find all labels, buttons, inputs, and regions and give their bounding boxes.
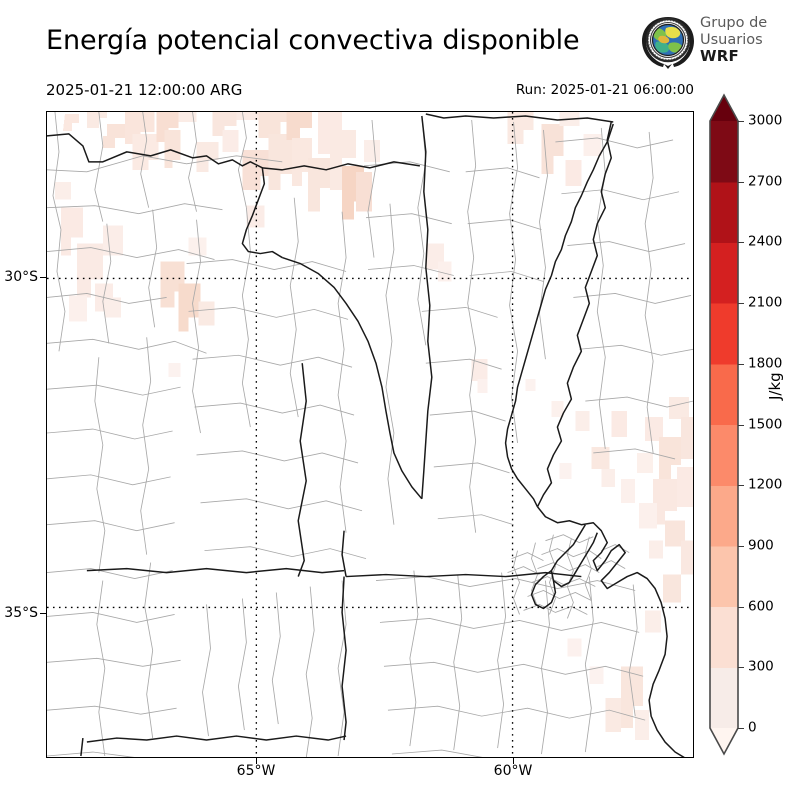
colorbar-tick-mark [738, 181, 744, 183]
colorbar-tick-mark [738, 121, 744, 122]
colorbar-band [710, 545, 738, 608]
lat-tick-35s [40, 613, 46, 614]
colorbar-extend-bottom [710, 728, 738, 754]
colorbar-tick-mark [738, 545, 744, 547]
lon-tick-65w [256, 758, 257, 764]
colorbar-tick-label: 1800 [748, 355, 783, 372]
colorbar-tick-label: 1500 [748, 415, 783, 432]
colorbar-tick-label: 900 [748, 537, 774, 554]
lon-label-65w: 65°W [236, 763, 276, 779]
colorbar-band [710, 667, 738, 729]
lat-label-30s: 30°S [4, 269, 38, 285]
colorbar-tick-mark [738, 728, 744, 729]
cape-map-canvas [47, 112, 693, 757]
colorbar-tick-label: 0 [748, 719, 757, 736]
run-time-label: Run: 2025-01-21 06:00:00 [515, 82, 694, 98]
lat-label-35s: 35°S [4, 605, 38, 621]
colorbar-band [710, 242, 738, 304]
colorbar[interactable] [709, 93, 739, 758]
lon-tick-60w [513, 758, 514, 764]
colorbar-tick-mark [738, 606, 744, 608]
colorbar-tick-label: 300 [748, 658, 774, 675]
colorbar-unit-label: J/kg [766, 372, 784, 400]
logo-text-block: Grupo de Usuarios WRF [700, 15, 792, 69]
colorbar-tick-mark [738, 242, 744, 244]
lat-tick-30s [40, 277, 46, 278]
colorbar-band [710, 121, 738, 183]
country-borders-layer [47, 113, 685, 757]
colorbar-tick-label: 2100 [748, 294, 783, 311]
colorbar-tick-label: 2400 [748, 233, 783, 250]
colorbar-band [710, 363, 738, 426]
logo-line-2: Usuarios [700, 31, 763, 48]
colorbar-tick-label: 2700 [748, 172, 783, 189]
colorbar-tick-mark [738, 485, 744, 487]
logo-line-3: WRF [700, 47, 739, 65]
colorbar-tick-mark [738, 424, 744, 426]
colorbar-svg [709, 93, 739, 756]
cape-field-layer [54, 112, 693, 741]
colorbar-tick-mark [738, 303, 744, 305]
colorbar-tick-mark [738, 667, 744, 669]
colorbar-tick-label: 3000 [748, 112, 783, 129]
colorbar-tick-mark [738, 363, 744, 365]
colorbar-band [710, 303, 738, 365]
colorbar-band [710, 485, 738, 547]
colorbar-tick-label: 1200 [748, 476, 783, 493]
valid-time-label: 2025-01-21 12:00:00 ARG [46, 81, 243, 99]
logo-line-1: Grupo de [700, 15, 768, 31]
colorbar-tick-label: 600 [748, 597, 774, 614]
lon-label-60w: 60°W [493, 763, 533, 779]
map-plot-area[interactable] [46, 111, 694, 758]
colorbar-extend-top [710, 95, 738, 121]
graticule-layer [47, 112, 693, 757]
colorbar-band [710, 181, 738, 243]
colorbar-band [710, 424, 738, 486]
page-title: Energía potencial convectiva disponible [46, 25, 580, 56]
colorbar-band [710, 606, 738, 668]
wrf-user-group-logo: Grupo de Usuarios WRF [640, 14, 792, 70]
wrf-globe-logo-icon [640, 14, 696, 70]
